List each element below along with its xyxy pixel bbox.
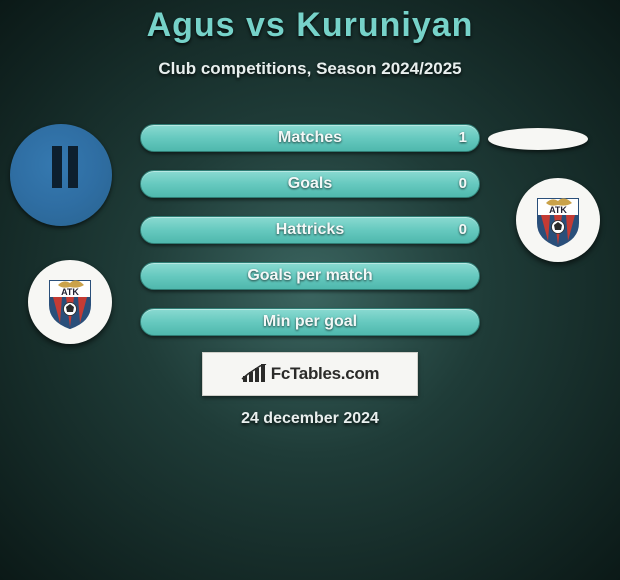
stat-value: 1 [459,125,467,151]
comparison-title: Agus vs Kuruniyan [0,0,620,45]
stat-label: Hattricks [141,217,479,243]
atk-shield-icon: ATK [534,193,582,247]
stat-label: Goals per match [141,263,479,289]
player-left-avatar [10,124,112,226]
bar-chart-icon [241,364,267,384]
branding-banner: FcTables.com [202,352,418,396]
stat-value: 0 [459,217,467,243]
club-badge-right: ATK [516,178,600,262]
stat-bar-hattricks: Hattricks 0 [140,216,480,244]
comparison-subtitle: Club competitions, Season 2024/2025 [0,59,620,79]
stat-bar-matches: Matches 1 [140,124,480,152]
club-badge-left: ATK [28,260,112,344]
stat-bar-goals-per-match: Goals per match [140,262,480,290]
stat-label: Min per goal [141,309,479,335]
badge-text-right: ATK [549,205,567,215]
player-right-avatar [488,128,588,150]
infographic-container: Agus vs Kuruniyan Club competitions, Sea… [0,0,620,580]
stat-bars-container: Matches 1 Goals 0 Hattricks 0 Goals per … [140,124,480,354]
branding-text: FcTables.com [271,364,380,384]
stat-bar-min-per-goal: Min per goal [140,308,480,336]
stat-label: Goals [141,171,479,197]
stat-label: Matches [141,125,479,151]
badge-text-left: ATK [61,287,79,297]
comparison-date: 24 december 2024 [0,410,620,428]
stat-bar-goals: Goals 0 [140,170,480,198]
atk-shield-icon: ATK [46,275,94,329]
stat-value: 0 [459,171,467,197]
